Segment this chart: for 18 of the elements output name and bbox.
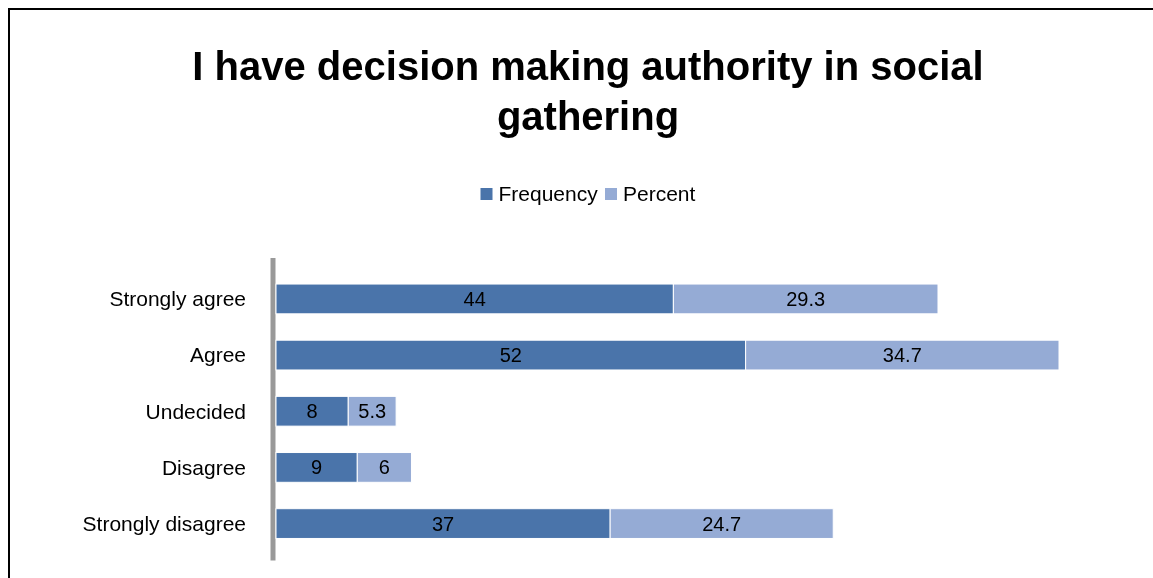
- y-tick-label: Strongly agree: [109, 287, 246, 311]
- data-label: 29.3: [786, 287, 826, 310]
- data-label: 37: [431, 512, 455, 535]
- legend-label: Frequency: [498, 182, 599, 206]
- data-label: 5.3: [358, 400, 387, 423]
- data-label: 24.7: [702, 512, 742, 535]
- y-tick-label: Disagree: [161, 455, 246, 479]
- data-label: 52: [499, 344, 522, 367]
- y-tick-label: Agree: [189, 343, 246, 367]
- data-label: 34.7: [882, 344, 922, 367]
- data-label: 8: [306, 400, 318, 423]
- chart-title: I have decision making authority in social gathering: [192, 44, 984, 138]
- y-tick-label: Undecided: [145, 399, 246, 423]
- y-tick-label: Strongly disagree: [82, 511, 246, 535]
- data-label: 6: [378, 456, 390, 479]
- legend-label: Percent: [623, 182, 696, 206]
- data-label: 44: [463, 287, 486, 310]
- data-label: 9: [311, 456, 323, 479]
